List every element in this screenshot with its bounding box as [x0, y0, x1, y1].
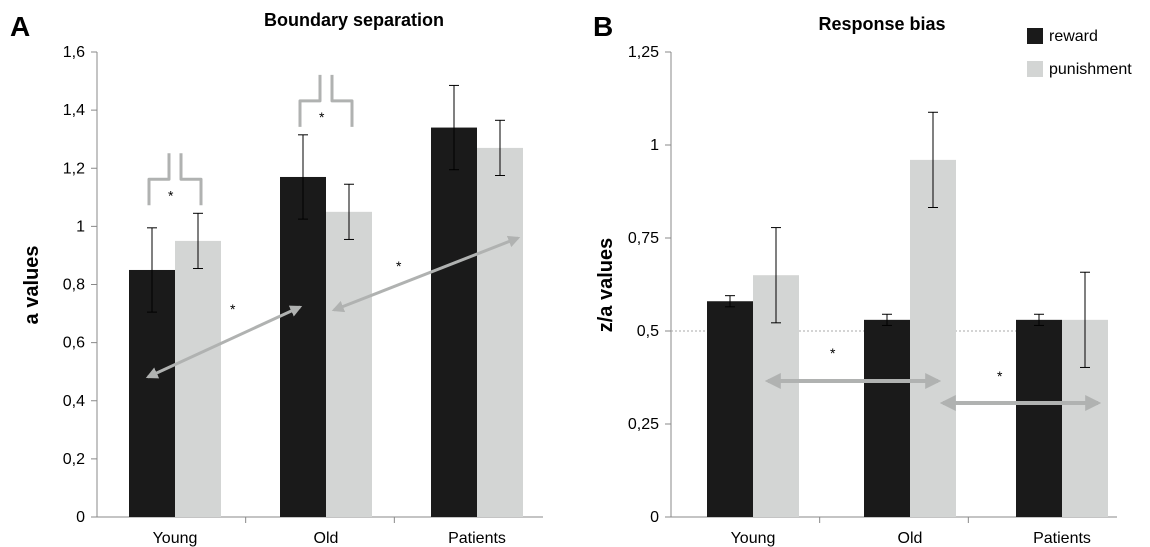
panel-a-title: Boundary separation	[264, 10, 444, 30]
panel-a-bracket-star: *	[168, 187, 174, 203]
panel-a-y-tick-label: 0	[76, 509, 85, 526]
panel-b-bar-reward-young	[707, 301, 753, 517]
panel-a-ylabel: a values	[21, 246, 43, 325]
panel-a-arrow-star: *	[230, 301, 236, 317]
panel-b-y-tick-label: 1	[650, 137, 659, 154]
panel-b-y-tick-label: 0,25	[628, 416, 659, 433]
panel-b-title: Response bias	[818, 14, 945, 34]
panel-a-y-tick-label: 1,6	[63, 44, 85, 61]
panel-a-y-tick-label: 0,4	[63, 393, 85, 410]
panel-a-y-tick-label: 0,8	[63, 277, 85, 294]
panel-a-bar-reward-patients	[431, 127, 477, 517]
panel-b-arrow-star: *	[997, 368, 1003, 384]
panel-b-arrow-star: *	[830, 345, 836, 361]
panel-b-y-tick-label: 0,5	[637, 323, 659, 340]
panel-b-bar-reward-patients	[1016, 319, 1062, 517]
panel-b-bar-reward-old	[864, 319, 910, 517]
panel-a-y-tick-label: 1,2	[63, 160, 85, 177]
legend-label-reward: reward	[1049, 28, 1098, 45]
panel-a-bracket-old	[298, 74, 354, 127]
panel-a-x-tick-label-young: Young	[153, 530, 198, 547]
panel-a-arrow-young-old	[145, 305, 303, 379]
legend-label-punishment: punishment	[1049, 61, 1132, 78]
panel-a-y-tick-label: 0,2	[63, 451, 85, 468]
panel-b-ylabel: z/a values	[595, 238, 617, 333]
panel-a-letter: A	[10, 11, 30, 42]
panel-b-x-tick-label-old: Old	[898, 530, 923, 547]
panel-a-y-tick-label: 0,6	[63, 335, 85, 352]
panel-b-y-tick-label: 1,25	[628, 44, 659, 61]
panel-a-bracket-star: *	[319, 109, 325, 125]
panel-a-y-tick-label: 1	[76, 218, 85, 235]
panel-b-letter: B	[593, 11, 613, 42]
legend-swatch-punishment	[1027, 61, 1043, 77]
panel-a-arrow-old-patients	[331, 235, 521, 313]
panel-a-bracket-young	[147, 153, 203, 206]
panel-a-arrow-star: *	[396, 258, 402, 274]
panel-b-y-tick-label: 0	[650, 509, 659, 526]
panel-a-y-tick-label: 1,4	[63, 102, 85, 119]
panel-b-x-tick-label-young: Young	[731, 530, 776, 547]
panel-a-bar-punishment-old	[326, 211, 372, 517]
panel-a-x-tick-label-old: Old	[314, 530, 339, 547]
panel-b-x-tick-label-patients: Patients	[1033, 530, 1091, 547]
panel-b-y-tick-label: 0,75	[628, 230, 659, 247]
panel-a-x-tick-label-patients: Patients	[448, 530, 506, 547]
panel-a-bar-punishment-young	[175, 240, 221, 517]
legend-swatch-reward	[1027, 28, 1043, 44]
panel-a-bar-reward-old	[280, 176, 326, 517]
panel-a-bar-punishment-patients	[477, 147, 523, 517]
panel-b-bar-punishment-old	[910, 159, 956, 517]
